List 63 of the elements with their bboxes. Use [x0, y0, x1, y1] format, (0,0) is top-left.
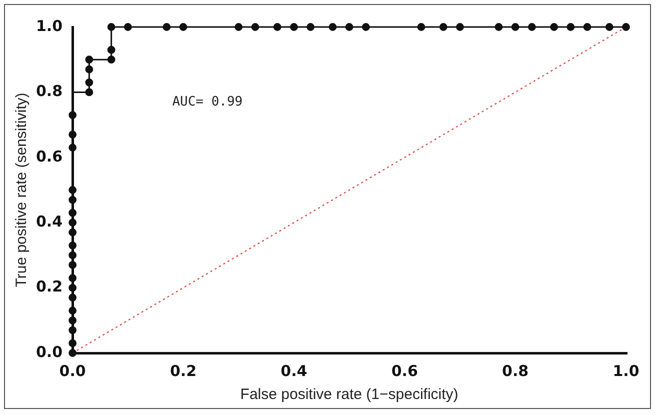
point — [107, 56, 116, 64]
point — [528, 23, 536, 31]
point — [511, 23, 520, 31]
point — [550, 23, 558, 31]
point — [494, 23, 503, 31]
point — [68, 261, 77, 269]
point — [68, 339, 77, 348]
point — [68, 228, 77, 236]
y-tick-label: 0.0 — [36, 342, 63, 361]
point — [456, 23, 464, 31]
point — [583, 23, 592, 31]
x-tick-label: 0.4 — [280, 362, 308, 380]
point — [417, 23, 426, 31]
annotation: AUC= 0.99 — [172, 94, 243, 110]
point — [68, 218, 77, 227]
point — [68, 284, 77, 292]
point — [68, 130, 77, 139]
point — [622, 23, 630, 31]
y-tick-label: 0.6 — [36, 147, 63, 166]
x-axis-title: False positive rate (1−specificity) — [240, 386, 458, 404]
point — [234, 23, 243, 31]
point — [68, 241, 77, 250]
y-axis-title: True positive rate (sensitivity) — [13, 92, 30, 288]
point — [68, 316, 77, 324]
point — [85, 78, 94, 86]
point — [68, 306, 77, 315]
point — [85, 88, 94, 96]
point — [68, 186, 77, 194]
y-tick-label: 0.4 — [36, 212, 63, 230]
point — [85, 65, 94, 74]
point — [566, 23, 575, 31]
y-tick-label: 0.8 — [36, 82, 63, 100]
point — [306, 23, 314, 31]
point — [362, 23, 370, 31]
point — [68, 196, 77, 204]
point — [68, 349, 77, 357]
point — [345, 23, 354, 31]
point — [68, 208, 77, 217]
point — [68, 326, 77, 334]
point — [107, 46, 116, 54]
point — [439, 23, 448, 31]
point — [251, 23, 260, 31]
point — [68, 274, 77, 282]
point — [107, 23, 116, 31]
point — [290, 23, 298, 31]
x-tick-label: 0.0 — [59, 362, 86, 380]
point — [605, 23, 614, 31]
y-tick-label: 1.0 — [36, 16, 63, 35]
x-tick-label: 1.0 — [612, 362, 640, 380]
point — [68, 251, 77, 260]
point — [85, 56, 94, 64]
y-tick-label: 0.2 — [36, 278, 63, 296]
point — [68, 144, 77, 152]
point — [68, 294, 77, 302]
x-tick-label: 0.8 — [502, 362, 529, 380]
x-tick-label: 0.6 — [391, 362, 418, 380]
point — [328, 23, 337, 31]
x-tick-label: 0.2 — [170, 362, 197, 380]
point — [273, 23, 282, 31]
point — [124, 23, 132, 31]
point — [162, 23, 171, 31]
point — [179, 23, 188, 31]
point — [68, 111, 77, 119]
